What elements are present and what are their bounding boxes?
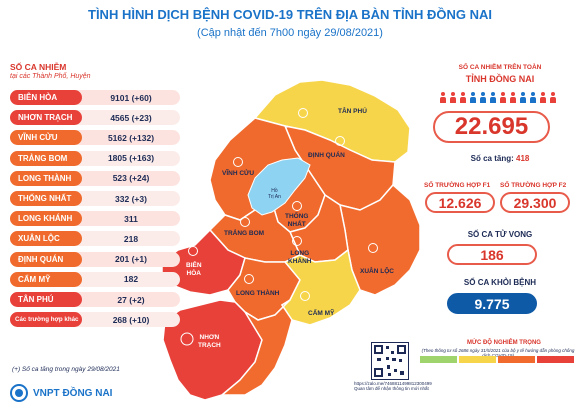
legend-subtitle: (Theo thông tư số 2686 ngày 31/5/2021 củ… bbox=[421, 348, 575, 358]
district-heading: SỐ CA NHIỄM bbox=[10, 62, 67, 72]
label-nhon-trach: NHƠN TRẠCH bbox=[198, 334, 221, 349]
district-row: THỐNG NHẤT 332 (+3) bbox=[10, 191, 180, 206]
district-cases: 182 bbox=[123, 274, 139, 285]
increase-label: Số ca tăng: bbox=[470, 154, 514, 163]
legend-swatch bbox=[498, 356, 535, 363]
district-cases: 27 (+2) bbox=[117, 294, 145, 305]
district-cases: 4565 (+23) bbox=[110, 112, 152, 123]
district-name: TRẢNG BOM bbox=[10, 150, 82, 166]
district-cases: 268 (+10) bbox=[112, 314, 150, 325]
label-xuan-loc: XUÂN LỘC bbox=[360, 268, 394, 275]
f2-value: 29.300 bbox=[500, 192, 570, 213]
person-icon bbox=[550, 92, 556, 103]
district-name: VĨNH CỬU bbox=[10, 130, 82, 146]
district-name: THỐNG NHẤT bbox=[10, 191, 82, 206]
brand-name: VNPT ĐỒNG NAI bbox=[33, 387, 113, 399]
legend-swatch bbox=[537, 356, 574, 363]
district-row: XUÂN LỘC 218 bbox=[10, 231, 180, 247]
severity-legend bbox=[420, 356, 574, 363]
district-name: CẨM MỸ bbox=[10, 271, 82, 287]
person-icon bbox=[520, 92, 526, 103]
district-name: TÂN PHÚ bbox=[10, 292, 82, 307]
district-cases: 523 (+24) bbox=[112, 173, 150, 184]
label-tri-an-lake: Hồ Trị An bbox=[268, 188, 281, 200]
deaths-value: 186 bbox=[447, 244, 537, 265]
legend-swatch bbox=[459, 356, 496, 363]
vnpt-logo-icon bbox=[10, 384, 28, 402]
label-bien-hoa: BIÊN HÒA bbox=[186, 262, 202, 277]
person-icon bbox=[480, 92, 486, 103]
district-row: BIÊN HÒA 9101 (+60) bbox=[10, 90, 180, 105]
district-row: TRẢNG BOM 1805 (+163) bbox=[10, 150, 180, 166]
person-icon bbox=[540, 92, 546, 103]
district-row: LONG THÀNH 523 (+24) bbox=[10, 170, 180, 186]
district-section-heading: SỐ CA NHIỄM tại các Thành Phố, Huyện bbox=[10, 62, 91, 80]
qr-pattern bbox=[374, 345, 406, 377]
district-name: NHƠN TRẠCH bbox=[10, 110, 82, 126]
label-vinh-cuu: VĨNH CỬU bbox=[222, 170, 255, 177]
district-name: BIÊN HÒA bbox=[10, 90, 82, 105]
f1-label: SỐ TRƯỜNG HỢP F1 bbox=[424, 182, 491, 189]
qr-code-icon[interactable] bbox=[371, 342, 409, 380]
tri-an-lake bbox=[247, 157, 311, 216]
district-cases: 311 bbox=[124, 213, 138, 224]
person-icon bbox=[460, 92, 466, 103]
label-tan-phu: TÂN PHÚ bbox=[338, 108, 367, 115]
district-row: NHƠN TRẠCH 4565 (+23) bbox=[10, 110, 180, 126]
person-icon bbox=[510, 92, 516, 103]
qr-caption: https://zalo.me/7468811499812300499 Quan… bbox=[354, 381, 432, 391]
increase-value: 418 bbox=[516, 154, 530, 163]
district-row: CẨM MỸ 182 bbox=[10, 271, 180, 287]
district-cases: 201 (+1) bbox=[115, 254, 147, 265]
district-row: VĨNH CỬU 5162 (+132) bbox=[10, 130, 180, 146]
person-icon bbox=[500, 92, 506, 103]
recovered-value: 9.775 bbox=[447, 293, 537, 314]
update-time: (Cập nhật đến 7h00 ngày 29/08/2021) bbox=[197, 27, 383, 39]
district-name: Các trường hợp khác bbox=[10, 312, 82, 328]
brand-logo: VNPT ĐỒNG NAI bbox=[10, 384, 112, 402]
region-south-orange bbox=[219, 299, 293, 396]
person-icon bbox=[490, 92, 496, 103]
legend-swatch bbox=[420, 356, 457, 363]
increase-line: Số ca tăng: 418 bbox=[425, 154, 575, 163]
person-icon bbox=[470, 92, 476, 103]
increase-note: (+) Số ca tăng trong ngày 29/08/2021 bbox=[12, 366, 120, 373]
f2-label: SỐ TRƯỜNG HỢP F2 bbox=[500, 182, 567, 189]
district-name: ĐỊNH QUÁN bbox=[10, 251, 82, 267]
people-icons bbox=[440, 92, 556, 103]
label-long-thanh: LONG THÀNH bbox=[236, 290, 280, 297]
label-dinh-quan: ĐỊNH QUÁN bbox=[308, 152, 345, 159]
total-cases: 22.695 bbox=[433, 111, 550, 143]
district-subheading: tại các Thành Phố, Huyện bbox=[10, 73, 91, 80]
district-name: LONG THÀNH bbox=[10, 170, 82, 186]
district-cases: 218 bbox=[123, 233, 139, 244]
page-title: TÌNH HÌNH DỊCH BỆNH COVID-19 TRÊN ĐỊA BÀ… bbox=[88, 7, 492, 22]
person-icon bbox=[530, 92, 536, 103]
label-trang-bom: TRẢNG BOM bbox=[224, 230, 265, 237]
label-cam-my: CẨM MỸ bbox=[308, 310, 335, 317]
district-row: Các trường hợp khác 268 (+10) bbox=[10, 312, 180, 328]
f1-value: 12.626 bbox=[425, 192, 495, 213]
label-thong-nhat: THỐNG NHẤT bbox=[285, 213, 309, 228]
district-cases: 5162 (+132) bbox=[107, 132, 155, 143]
district-cases: 9101 (+60) bbox=[110, 92, 152, 103]
deaths-label: SỐ CA TỬ VONG bbox=[467, 230, 533, 239]
district-cases: 332 (+3) bbox=[115, 193, 147, 204]
label-long-khanh: LONG KHÁNH bbox=[288, 250, 312, 265]
person-icon bbox=[440, 92, 446, 103]
person-icon bbox=[450, 92, 456, 103]
district-row: LONG KHÁNH 311 bbox=[10, 211, 180, 227]
district-name: XUÂN LỘC bbox=[10, 231, 82, 247]
district-row: ĐỊNH QUÁN 201 (+1) bbox=[10, 251, 180, 267]
district-cases: 1805 (+163) bbox=[107, 153, 155, 164]
province-map bbox=[161, 79, 421, 401]
legend-title: MỨC ĐỘ NGHIÊM TRỌNG bbox=[467, 340, 541, 346]
total-heading-line1: SỐ CA NHIỄM TRÊN TOÀN bbox=[458, 64, 542, 71]
recovered-label: SỐ CA KHỎI BỆNH bbox=[463, 278, 537, 287]
virus-markers bbox=[180, 108, 378, 346]
district-name: LONG KHÁNH bbox=[10, 211, 82, 227]
total-heading-line2: TỈNH ĐỒNG NAI bbox=[465, 74, 535, 84]
district-row: TÂN PHÚ 27 (+2) bbox=[10, 292, 180, 307]
